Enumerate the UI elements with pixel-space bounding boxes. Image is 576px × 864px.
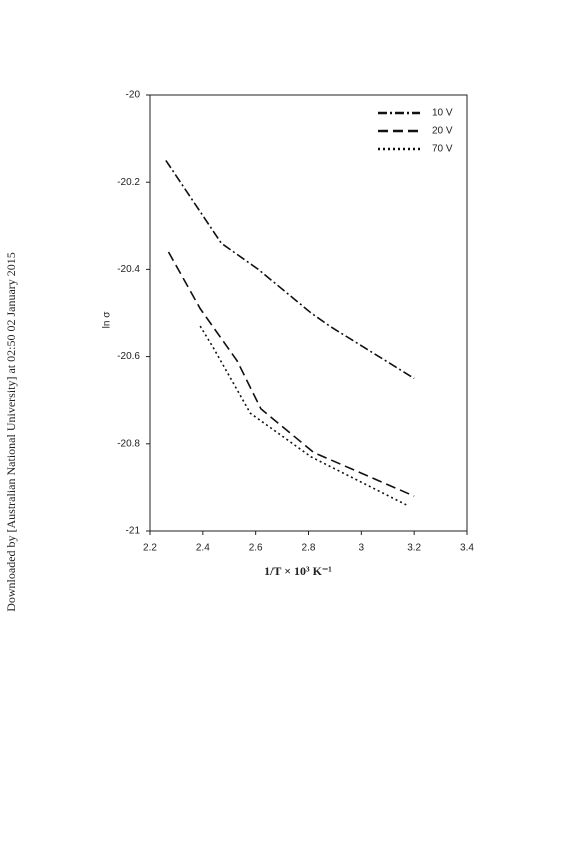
legend-label: 10 V [432, 108, 453, 119]
y-tick-label: -20.2 [117, 177, 140, 188]
data-line [167, 251, 415, 497]
x-tick-label: 3 [359, 543, 365, 554]
y-tick-label: -20 [126, 90, 141, 101]
x-tick-label: 2.2 [143, 543, 157, 554]
legend-label: 20 V [432, 126, 453, 137]
y-axis-label: ln σ [102, 311, 113, 329]
data-line [165, 159, 415, 380]
y-tick-label: -20.6 [117, 351, 140, 362]
y-tick-label: -21 [126, 526, 141, 537]
y-tick-label: -20.8 [117, 438, 140, 449]
x-tick-label: 2.8 [302, 543, 316, 554]
watermark: Downloaded by [Australian National Unive… [4, 252, 18, 612]
legend-label: 70 V [432, 144, 453, 155]
x-tick-label: 3.2 [407, 543, 421, 554]
data-line [199, 325, 407, 506]
y-tick-label: -20.4 [117, 264, 140, 275]
x-tick-label: 3.4 [460, 543, 474, 554]
x-tick-label: 2.6 [249, 543, 263, 554]
x-tick-label: 2.4 [196, 543, 210, 554]
plot-frame [149, 94, 468, 532]
x-axis-label: 1/T × 10³ K⁻¹ [264, 564, 332, 578]
